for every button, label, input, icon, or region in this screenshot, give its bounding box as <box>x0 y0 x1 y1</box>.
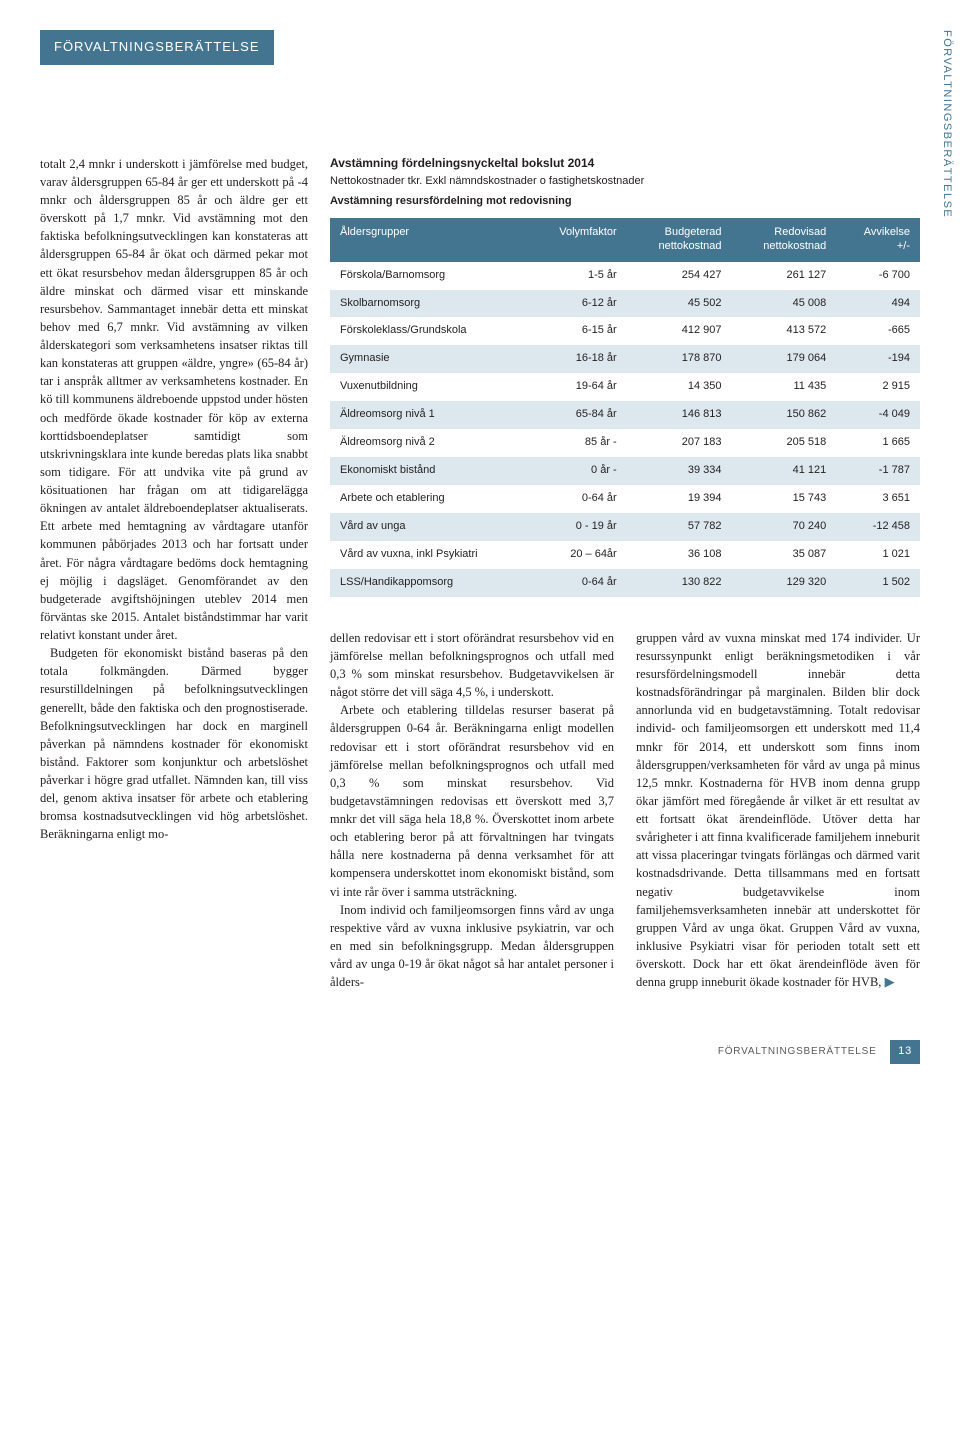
table-cell: 205 518 <box>732 429 837 457</box>
table-row: Ekonomiskt bistånd0 år -39 33441 121-1 7… <box>330 457 920 485</box>
table-cell: 412 907 <box>627 317 732 345</box>
left-column: totalt 2,4 mnkr i underskott i jämförels… <box>40 155 308 992</box>
table-cell: 39 334 <box>627 457 732 485</box>
table-cell: 0-64 år <box>529 569 627 597</box>
table-cell: Arbete och etablering <box>330 485 529 513</box>
table-cell: 36 108 <box>627 541 732 569</box>
table-cell: 130 822 <box>627 569 732 597</box>
below-col-1: dellen redovisar ett i stort oförändrat … <box>330 629 614 992</box>
col-header: Åldersgrupper <box>330 218 529 262</box>
table-cell: LSS/Handikappomsorg <box>330 569 529 597</box>
table-cell: 0-64 år <box>529 485 627 513</box>
table-row: Förskola/Barnomsorg1-5 år254 427261 127-… <box>330 262 920 290</box>
table-cell: Skolbarnomsorg <box>330 290 529 318</box>
table-cell: 15 743 <box>732 485 837 513</box>
table-cell: -6 700 <box>836 262 920 290</box>
table-cell: 146 813 <box>627 401 732 429</box>
table-cell: 70 240 <box>732 513 837 541</box>
table-cell: 254 427 <box>627 262 732 290</box>
table-cell: Gymnasie <box>330 345 529 373</box>
col-header: Budgeteradnettokostnad <box>627 218 732 262</box>
table-cell: 413 572 <box>732 317 837 345</box>
table-title: Avstämning fördelningsnyckeltal bokslut … <box>330 155 920 172</box>
table-cell: -665 <box>836 317 920 345</box>
table-cell: 45 008 <box>732 290 837 318</box>
table-cell: 207 183 <box>627 429 732 457</box>
table-row: Äldreomsorg nivå 165-84 år146 813150 862… <box>330 401 920 429</box>
table-cell: 179 064 <box>732 345 837 373</box>
table-row: Vuxenutbildning19-64 år14 35011 4352 915 <box>330 373 920 401</box>
table-cell: 16-18 år <box>529 345 627 373</box>
table-row: Förskoleklass/Grundskola6-15 år412 90741… <box>330 317 920 345</box>
table-cell: -4 049 <box>836 401 920 429</box>
table-cell: 178 870 <box>627 345 732 373</box>
table-cell: 150 862 <box>732 401 837 429</box>
table-cell: 35 087 <box>732 541 837 569</box>
table-cell: Äldreomsorg nivå 2 <box>330 429 529 457</box>
table-cell: 1 665 <box>836 429 920 457</box>
body-paragraph: Budgeten för ekonomiskt bistånd baseras … <box>40 644 308 843</box>
table-cell: 11 435 <box>732 373 837 401</box>
body-paragraph: gruppen vård av vuxna minskat med 174 in… <box>636 629 920 992</box>
table-cell: -1 787 <box>836 457 920 485</box>
table-row: Gymnasie16-18 år178 870179 064-194 <box>330 345 920 373</box>
continue-arrow-icon: ▶ <box>885 974 895 989</box>
allocation-table: Åldersgrupper Volymfaktor Budgeteradnett… <box>330 218 920 597</box>
table-cell: 1-5 år <box>529 262 627 290</box>
footer-label: FÖRVALTNINGSBERÄTTELSE <box>718 1046 877 1057</box>
col-header: Avvikelse+/- <box>836 218 920 262</box>
table-row: Vård av vuxna, inkl Psykiatri20 – 64år36… <box>330 541 920 569</box>
table-cell: 41 121 <box>732 457 837 485</box>
table-cell: 14 350 <box>627 373 732 401</box>
table-cell: Förskola/Barnomsorg <box>330 262 529 290</box>
table-cell: 261 127 <box>732 262 837 290</box>
table-cell: Äldreomsorg nivå 1 <box>330 401 529 429</box>
below-col-2: gruppen vård av vuxna minskat med 174 in… <box>636 629 920 992</box>
table-cell: 6-12 år <box>529 290 627 318</box>
table-cell: Vård av unga <box>330 513 529 541</box>
table-cell: 57 782 <box>627 513 732 541</box>
table-cell: 45 502 <box>627 290 732 318</box>
right-column: Avstämning fördelningsnyckeltal bokslut … <box>330 155 920 992</box>
col-header: Redovisadnettokostnad <box>732 218 837 262</box>
table-row: Skolbarnomsorg6-12 år45 50245 008494 <box>330 290 920 318</box>
table-cell: 19 394 <box>627 485 732 513</box>
table-row: Äldreomsorg nivå 285 år -207 183205 5181… <box>330 429 920 457</box>
table-cell: 1 502 <box>836 569 920 597</box>
body-paragraph: Inom individ och familjeomsorgen finns v… <box>330 901 614 992</box>
body-paragraph: Arbete och etablering tilldelas resurser… <box>330 701 614 900</box>
table-cell: Vuxenutbildning <box>330 373 529 401</box>
body-paragraph: dellen redovisar ett i stort oförändrat … <box>330 629 614 702</box>
section-header: FÖRVALTNINGSBERÄTTELSE <box>40 30 274 65</box>
table-row: Vård av unga0 - 19 år57 78270 240-12 458 <box>330 513 920 541</box>
page-footer: FÖRVALTNINGSBERÄTTELSE 13 <box>40 1040 920 1064</box>
table-cell: 2 915 <box>836 373 920 401</box>
table-row: Arbete och etablering0-64 år19 39415 743… <box>330 485 920 513</box>
table-cell: 6-15 år <box>529 317 627 345</box>
page-number: 13 <box>890 1040 920 1064</box>
side-tab-label: FÖRVALTNINGSBERÄTTELSE <box>938 0 954 218</box>
table-cell: -194 <box>836 345 920 373</box>
table-row: LSS/Handikappomsorg0-64 år130 822129 320… <box>330 569 920 597</box>
table-cell: 0 - 19 år <box>529 513 627 541</box>
table-subtitle-2: Avstämning resursfördelning mot redovisn… <box>330 194 920 210</box>
table-cell: 494 <box>836 290 920 318</box>
table-cell: Förskoleklass/Grundskola <box>330 317 529 345</box>
table-cell: Vård av vuxna, inkl Psykiatri <box>330 541 529 569</box>
col-header: Volymfaktor <box>529 218 627 262</box>
body-paragraph: totalt 2,4 mnkr i underskott i jämförels… <box>40 155 308 644</box>
table-cell: -12 458 <box>836 513 920 541</box>
table-cell: 19-64 år <box>529 373 627 401</box>
table-cell: 0 år - <box>529 457 627 485</box>
table-cell: 20 – 64år <box>529 541 627 569</box>
table-cell: 65-84 år <box>529 401 627 429</box>
table-cell: 85 år - <box>529 429 627 457</box>
table-cell: Ekonomiskt bistånd <box>330 457 529 485</box>
table-cell: 129 320 <box>732 569 837 597</box>
table-cell: 1 021 <box>836 541 920 569</box>
table-subtitle: Nettokostnader tkr. Exkl nämndskostnader… <box>330 174 920 190</box>
table-cell: 3 651 <box>836 485 920 513</box>
